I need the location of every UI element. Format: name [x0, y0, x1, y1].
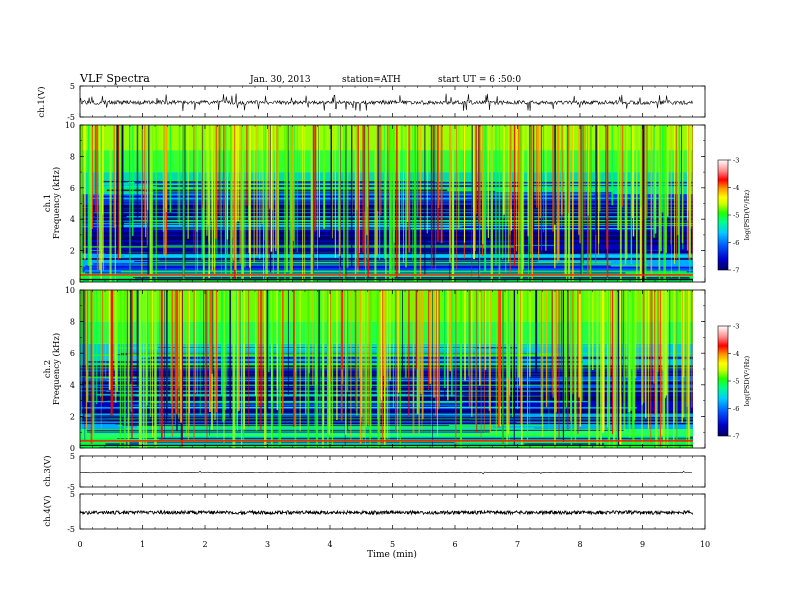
ch1-channel-label: ch.1: [43, 194, 53, 212]
y-tick-label: 10: [65, 121, 75, 130]
colorbar-tick-label: -4: [733, 184, 739, 192]
y-tick-label: 8: [70, 318, 75, 327]
y-tick-label: 4: [70, 381, 75, 390]
ch2-channel-label: ch.2: [43, 360, 53, 378]
ch3-waveform-frame: [79, 455, 706, 488]
y-tick-label: 2: [70, 412, 75, 421]
colorbar-tick-label: -6: [733, 239, 739, 247]
x-axis-label: Time (min): [367, 549, 417, 560]
ch1-colorbar-label: log(PSD(V²/Hz): [743, 189, 751, 240]
ch1-frequency-ylabel: Frequency (kHz): [51, 167, 62, 239]
x-tick-label: 8: [577, 540, 582, 549]
x-tick-label: 1: [140, 540, 145, 549]
y-tick-label: -5: [67, 483, 75, 492]
start-time-label: start UT = 6 :50:0: [438, 75, 521, 85]
x-tick-label: 10: [700, 540, 710, 549]
y-tick-label: 2: [70, 247, 75, 256]
date-label: Jan. 30, 2013: [249, 75, 311, 85]
x-tick-label: 4: [327, 540, 332, 549]
y-tick-label: -5: [67, 525, 75, 534]
colorbar-tick-label: -5: [733, 378, 739, 386]
y-tick-label: 0: [70, 444, 75, 453]
colorbar-tick-label: -5: [733, 212, 739, 220]
ch2-frequency-ylabel: Frequency (kHz): [51, 333, 62, 405]
x-tick-label: 9: [640, 540, 645, 549]
ch4-waveform-trace: [79, 509, 694, 516]
station-label: station=ATH: [342, 75, 401, 85]
colorbar-tick-label: -3: [733, 157, 739, 165]
y-tick-label: 5: [70, 452, 75, 461]
y-tick-label: -5: [67, 113, 75, 122]
ch3-waveform-trace: [79, 470, 693, 475]
y-tick-label: 5: [70, 490, 75, 499]
colorbar-tick-label: -7: [733, 433, 739, 441]
x-tick-label: 6: [452, 540, 457, 549]
y-tick-label: 0: [70, 278, 75, 287]
y-tick-label: 6: [70, 349, 75, 358]
x-tick-label: 7: [515, 540, 520, 549]
ch2-spectrogram-image: [80, 290, 705, 448]
ch1-colorbar: [717, 159, 729, 271]
colorbar-tick-label: -6: [733, 405, 739, 413]
y-tick-label: 4: [70, 215, 75, 224]
y-tick-label: 6: [70, 184, 75, 193]
ch3-waveform-ylabel: ch.3(V): [42, 455, 53, 486]
colorbar-tick-label: -4: [733, 350, 739, 358]
colorbar-tick-label: -7: [733, 267, 739, 275]
ch4-waveform-ylabel: ch.4(V): [42, 495, 53, 526]
ch1-spectrogram-image: [80, 125, 705, 282]
ch2-colorbar-label: log(PSD(V²/Hz): [743, 355, 751, 406]
x-tick-label: 0: [77, 540, 82, 549]
figure-title: VLF Spectra: [79, 72, 150, 85]
x-tick-label: 5: [390, 540, 395, 549]
x-tick-label: 2: [202, 540, 207, 549]
colorbar-tick-label: -3: [733, 323, 739, 331]
ch2-colorbar: [717, 325, 729, 437]
ch1-waveform-trace: [79, 93, 693, 112]
y-tick-label: 5: [70, 82, 75, 91]
ch1-waveform-ylabel: ch.1(V): [36, 86, 47, 117]
y-tick-label: 10: [65, 286, 75, 295]
x-tick-label: 3: [265, 540, 270, 549]
y-tick-label: 8: [70, 152, 75, 161]
